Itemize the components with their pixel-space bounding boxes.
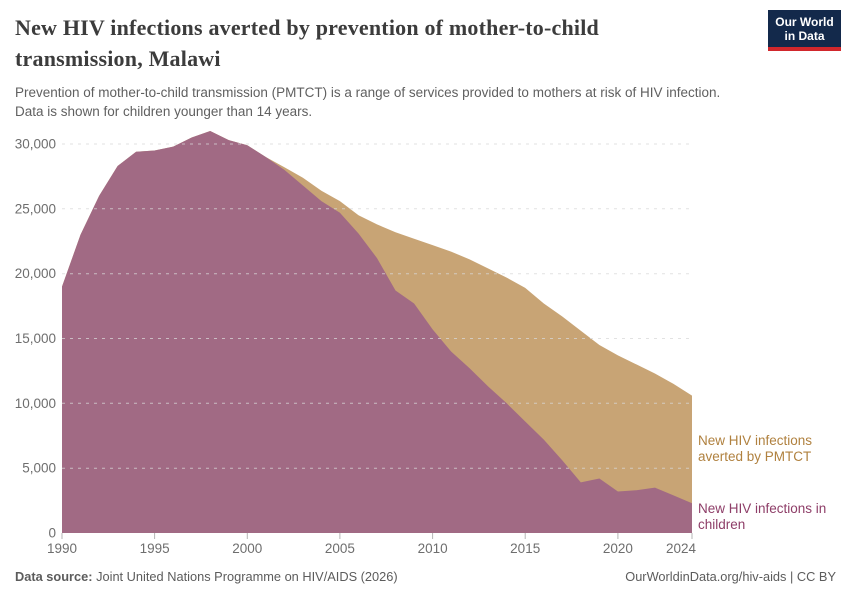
data-source-text: Joint United Nations Programme on HIV/AI… xyxy=(92,569,398,584)
logo-line-2: in Data xyxy=(784,29,825,43)
y-axis-tick-label: 25,000 xyxy=(15,201,56,216)
owid-logo[interactable]: Our World in Data xyxy=(768,10,841,51)
x-axis-tick-label: 2010 xyxy=(418,541,448,556)
y-axis-tick-label: 20,000 xyxy=(15,266,56,281)
x-axis-tick-label: 2000 xyxy=(232,541,262,556)
y-axis-tick-label: 15,000 xyxy=(15,331,56,346)
area-infections-in-children[interactable] xyxy=(62,131,692,533)
x-axis-tick-label: 2005 xyxy=(325,541,355,556)
subtitle-line-2: Data is shown for children younger than … xyxy=(15,104,313,119)
subtitle-line-1: Prevention of mother-to-child transmissi… xyxy=(15,85,721,100)
x-axis-tick-label: 2020 xyxy=(603,541,633,556)
owid-link[interactable]: OurWorldinData.org/hiv-aids | CC BY xyxy=(625,569,836,584)
data-source: Data source: Joint United Nations Progra… xyxy=(15,569,398,584)
data-source-label: Data source: xyxy=(15,569,93,584)
page-title: New HIV infections averted by prevention… xyxy=(15,12,715,74)
y-axis-tick-label: 5,000 xyxy=(22,461,56,476)
title-line-1: New HIV infections averted by prevention… xyxy=(15,15,599,40)
stacked-area-chart[interactable]: 0 5,000 10,000 15,000 20,000 25,000 30,000 1990… xyxy=(0,125,850,560)
y-axis-tick-label: 10,000 xyxy=(15,396,56,411)
x-axis-tick-label: 1990 xyxy=(47,541,77,556)
series-label-averted: New HIV infections averted by PMTCT xyxy=(698,433,813,464)
y-axis-tick-label: 0 xyxy=(48,526,56,541)
chart-footer: Data source: Joint United Nations Progra… xyxy=(15,569,836,584)
logo-line-1: Our World xyxy=(775,15,834,29)
series-label-children: New HIV infections in children xyxy=(698,501,827,532)
x-axis-tick-label: 2015 xyxy=(510,541,540,556)
x-axis-tick-label: 1995 xyxy=(140,541,170,556)
title-line-2: transmission, Malawi xyxy=(15,46,221,71)
y-axis-tick-label: 30,000 xyxy=(15,137,56,152)
x-axis-tick-label: 2024 xyxy=(666,541,697,556)
chart-subtitle: Prevention of mother-to-child transmissi… xyxy=(15,83,825,121)
